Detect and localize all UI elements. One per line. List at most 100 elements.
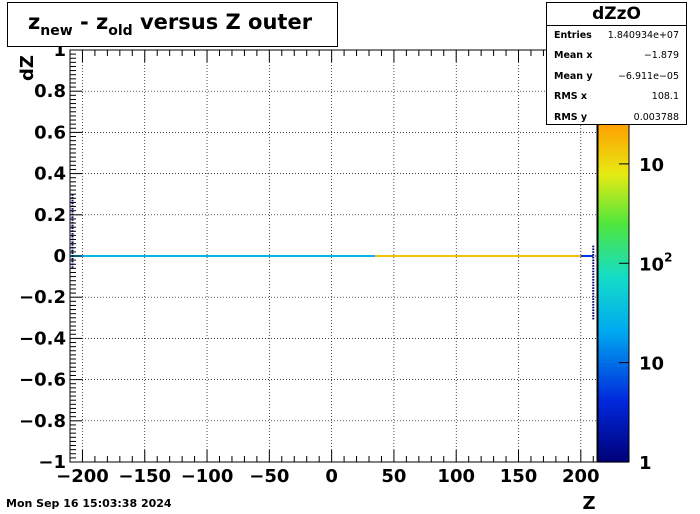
data-band <box>580 255 594 257</box>
data-cell <box>592 298 595 300</box>
data-cell <box>592 312 595 314</box>
data-cell <box>71 244 74 246</box>
palette-cell <box>598 424 629 429</box>
palette-cell <box>598 338 629 343</box>
y-tick-label: 0.4 <box>34 164 66 185</box>
palette-cell <box>598 455 629 460</box>
y-tick-label: −0.8 <box>19 411 66 432</box>
palette-cell <box>598 221 629 226</box>
y-tick-label: −1 <box>38 452 66 473</box>
title-rest: versus Z outer <box>132 10 313 34</box>
palette-cell <box>598 231 629 236</box>
palette-cell <box>598 187 629 192</box>
data-cell <box>592 284 595 287</box>
x-tick-label: −150 <box>118 466 171 487</box>
palette-cell <box>598 156 629 161</box>
palette-cell <box>598 307 629 312</box>
palette-cell <box>598 135 629 140</box>
palette-cell <box>598 304 629 309</box>
palette-cell <box>598 280 629 285</box>
y-tick-label: 0.2 <box>34 205 66 226</box>
palette-label: 10 <box>639 155 664 176</box>
title-minus-z: - z <box>72 10 109 34</box>
data-cell <box>592 278 595 281</box>
palette-cell <box>598 348 629 353</box>
data-cell <box>592 295 595 298</box>
stats-value: 0.003788 <box>633 111 679 123</box>
data-cell <box>592 292 595 295</box>
palette-cell <box>598 331 629 336</box>
data-cell <box>592 315 595 317</box>
stats-value: −1.879 <box>643 50 679 62</box>
data-cells <box>70 194 595 320</box>
stats-row-mean-x: Mean x −1.879 <box>547 46 686 66</box>
stats-key: Entries <box>554 30 592 41</box>
data-cell <box>592 256 595 259</box>
palette-cell <box>598 365 629 370</box>
palette-cell <box>598 252 629 257</box>
stats-value: 1.840934e+07 <box>607 30 679 41</box>
data-cell <box>592 276 595 278</box>
palette-cell <box>598 434 629 439</box>
data-cell <box>592 273 595 276</box>
palette-cell <box>598 259 629 264</box>
x-tick-label: 150 <box>500 466 538 487</box>
palette-cell <box>598 328 629 333</box>
data-cell <box>592 245 595 248</box>
palette-cell <box>598 400 629 405</box>
x-tick-label: 200 <box>562 466 600 487</box>
data-cell <box>592 287 595 289</box>
stats-row-rms-x: RMS x 108.1 <box>547 87 686 107</box>
palette-cell <box>598 389 629 394</box>
data-cell <box>71 219 74 221</box>
palette-cell <box>598 383 629 388</box>
palette-cell <box>598 128 629 133</box>
palette-cell <box>598 293 629 298</box>
palette-cell <box>598 372 629 377</box>
data-cell <box>592 290 595 292</box>
data-cell <box>71 235 74 238</box>
data-cell <box>592 309 595 312</box>
palette-cell <box>598 177 629 182</box>
y-tick-label: 0.6 <box>34 122 66 143</box>
palette-cell <box>598 142 629 147</box>
palette-cell <box>598 355 629 360</box>
title-box: znew - zold versus Z outer <box>7 2 338 47</box>
palette-cell <box>598 413 629 418</box>
palette-cell <box>598 170 629 175</box>
data-cell <box>71 196 74 199</box>
data-cell <box>71 208 74 210</box>
palette-cell <box>598 297 629 302</box>
stats-value: −6.911e−05 <box>617 70 679 82</box>
palette-cell <box>598 352 629 357</box>
palette-cell <box>598 207 629 212</box>
data-cell <box>71 194 74 196</box>
data-cell <box>71 224 74 227</box>
palette-cell <box>598 317 629 322</box>
palette-cell <box>598 183 629 188</box>
palette-cell <box>598 125 629 130</box>
stats-row-rms-y: RMS y 0.003788 <box>547 108 686 128</box>
palette-cell <box>598 448 629 453</box>
data-cell <box>592 281 595 284</box>
axes: −200 −150 −100 −50 0 50 100 150 200 −1 −0.8 −0.6 −0.… <box>19 40 600 487</box>
palette-cell <box>598 139 629 144</box>
data-cell <box>592 301 595 303</box>
data-cell <box>71 199 74 202</box>
x-tick-label: 0 <box>325 466 338 487</box>
data-cell <box>71 249 74 252</box>
palette-cell <box>598 256 629 261</box>
title-sub-new: new <box>40 23 73 39</box>
x-tick-label: −100 <box>181 466 234 487</box>
stats-value: 108.1 <box>651 91 679 103</box>
data-cell <box>592 262 595 264</box>
x-tick-label: 50 <box>381 466 406 487</box>
palette-cell <box>598 345 629 350</box>
stats-name: dZzO <box>547 3 686 26</box>
plot-title: znew - zold versus Z outer <box>28 10 312 39</box>
palette-cell <box>598 396 629 401</box>
palette-cell <box>598 451 629 456</box>
palette-cell <box>598 235 629 240</box>
palette-cell <box>598 273 629 278</box>
data-cell <box>592 259 595 262</box>
